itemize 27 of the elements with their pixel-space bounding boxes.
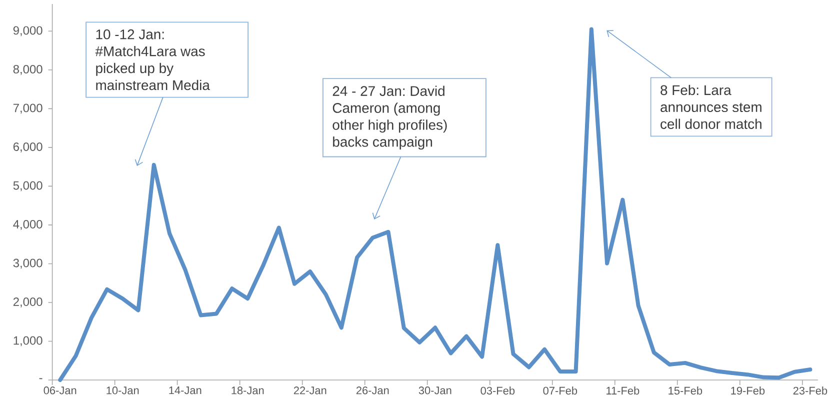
- y-tick-label: 9,000: [13, 26, 42, 36]
- annotation: 24 - 27 Jan: David Cameron (among other high profiles) backs campaign: [332, 86, 447, 150]
- y-tick-label: 1,000: [14, 336, 42, 346]
- y-tick-label: 6,000: [13, 142, 42, 152]
- y-tick-label: 3,000: [13, 258, 42, 269]
- y-tick-label: 8,000: [13, 64, 42, 75]
- x-tick-label: 10-Jan: [106, 386, 139, 394]
- y-tick-label: 4,000: [13, 220, 42, 230]
- x-tick-label: 07-Feb: [543, 386, 578, 395]
- x-tick-label: 14-Jan: [169, 386, 202, 394]
- line-series: [58, 27, 812, 382]
- x-tick-label: 15-Feb: [668, 386, 702, 395]
- y-tick-label: -: [39, 378, 42, 380]
- x-tick-label: 23-Feb: [793, 386, 828, 395]
- x-tick-label: 06-Jan: [44, 386, 76, 394]
- x-tick-label: 11-Feb: [606, 386, 640, 395]
- x-tick-label: 22-Jan: [294, 386, 326, 394]
- x-tick-label: 26-Jan: [356, 386, 389, 394]
- y-tick-label: 5,000: [13, 181, 42, 192]
- x-tick-label: 03-Feb: [480, 386, 515, 395]
- x-tick-label: 30-Jan: [418, 386, 452, 394]
- annotation: 10 -12 Jan: #Match4Lara was picked up by mainstream Media: [95, 29, 210, 90]
- x-tick-label: 18-Jan: [232, 386, 264, 394]
- y-tick-label: 7,000: [13, 104, 42, 114]
- x-tick-label: 19-Feb: [731, 386, 765, 395]
- y-tick-label: 2,000: [13, 298, 42, 308]
- annotation: 8 Feb: Lara announces stem cell donor match: [660, 84, 762, 129]
